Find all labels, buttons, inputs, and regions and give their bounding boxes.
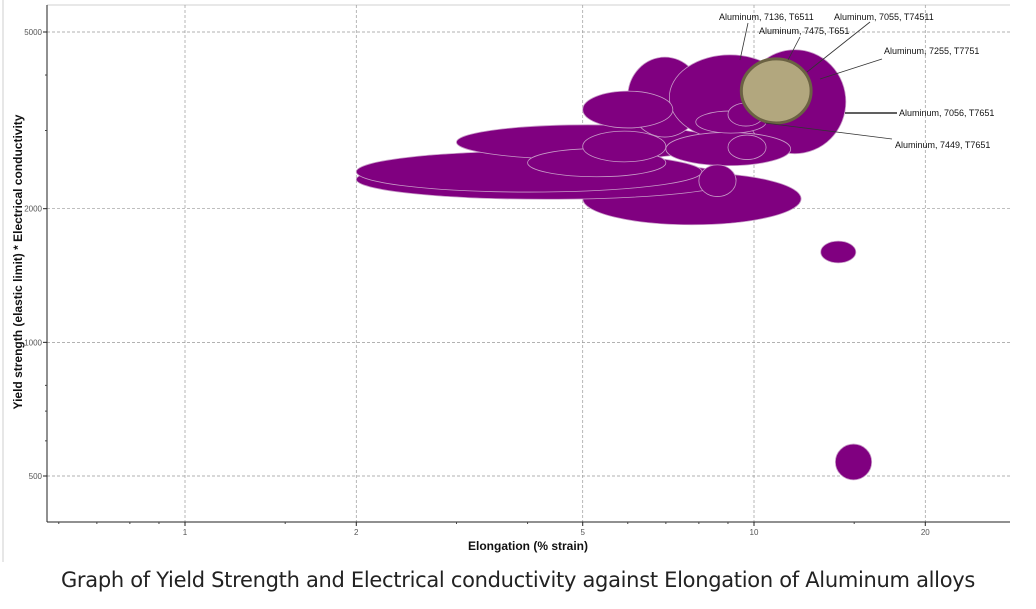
annotation-leader-line [764,122,893,140]
x-tick-label: 2 [354,528,359,537]
x-tick-label: 10 [750,528,759,537]
y-tick-label: 1000 [24,338,42,347]
x-tick-label: 1 [183,528,188,537]
y-tick-label: 500 [29,472,43,481]
x-tick-label: 20 [921,528,930,537]
annotation-label: Aluminum, 7255, T7751 [884,46,979,56]
x-tick-label: 5 [580,528,585,537]
bubble[interactable] [820,240,857,264]
bubble-chart: 1 2 5 10 20 500 1000 2000 5000 Aluminum, 7136, T… [2,0,1010,562]
x-axis-label: Elongation (% strain) [468,539,588,553]
annotation-leader-line [739,22,749,61]
highlighted-bubble[interactable] [739,57,813,125]
y-axis-label: Yield strength (elastic limit) * Electri… [11,114,25,409]
annotation-label: Aluminum, 7136, T6511 [719,12,814,22]
annotation-label: Aluminum, 7056, T7651 [899,108,994,118]
y-tick-label: 5000 [24,28,42,37]
y-tick-label: 2000 [24,205,42,214]
annotation-leaders [739,21,897,140]
bubble[interactable] [834,443,873,481]
bubble[interactable] [582,130,667,163]
annotation-label: Aluminum, 7475, T651 [759,26,849,36]
annotation-leader-line [806,21,871,73]
bubbles [355,49,873,481]
axes [43,5,1010,526]
annotation-leader-line [787,36,801,61]
bubble[interactable] [727,134,767,160]
figure-caption: Graph of Yield Strength and Electrical c… [60,568,976,592]
bubble[interactable] [582,90,674,129]
bubble[interactable] [698,164,737,197]
gridlines [47,5,1010,522]
annotation-leader-line [819,58,883,80]
annotation-label: Aluminum, 7449, T7651 [895,140,990,150]
annotation-label: Aluminum, 7055, T74511 [834,12,934,22]
